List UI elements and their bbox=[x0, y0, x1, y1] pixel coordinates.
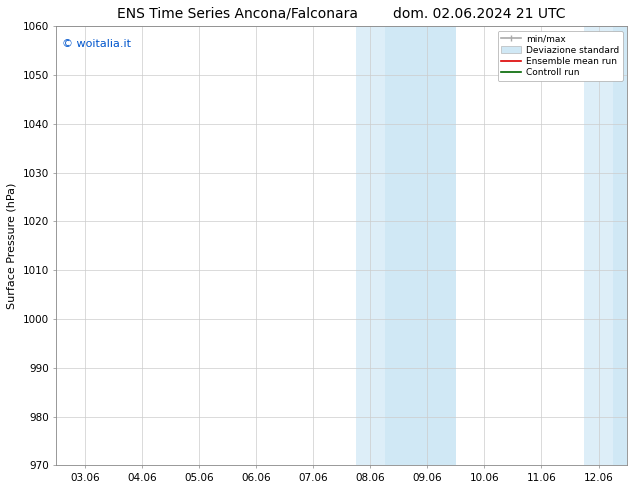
Title: ENS Time Series Ancona/Falconara        dom. 02.06.2024 21 UTC: ENS Time Series Ancona/Falconara dom. 02… bbox=[117, 7, 566, 21]
Bar bbox=[385, 26, 456, 465]
Bar bbox=[585, 26, 613, 465]
Legend: min/max, Deviazione standard, Ensemble mean run, Controll run: min/max, Deviazione standard, Ensemble m… bbox=[498, 31, 623, 81]
Text: © woitalia.it: © woitalia.it bbox=[62, 40, 131, 49]
Bar bbox=[613, 26, 634, 465]
Y-axis label: Surface Pressure (hPa): Surface Pressure (hPa) bbox=[7, 183, 17, 309]
Bar bbox=[356, 26, 385, 465]
